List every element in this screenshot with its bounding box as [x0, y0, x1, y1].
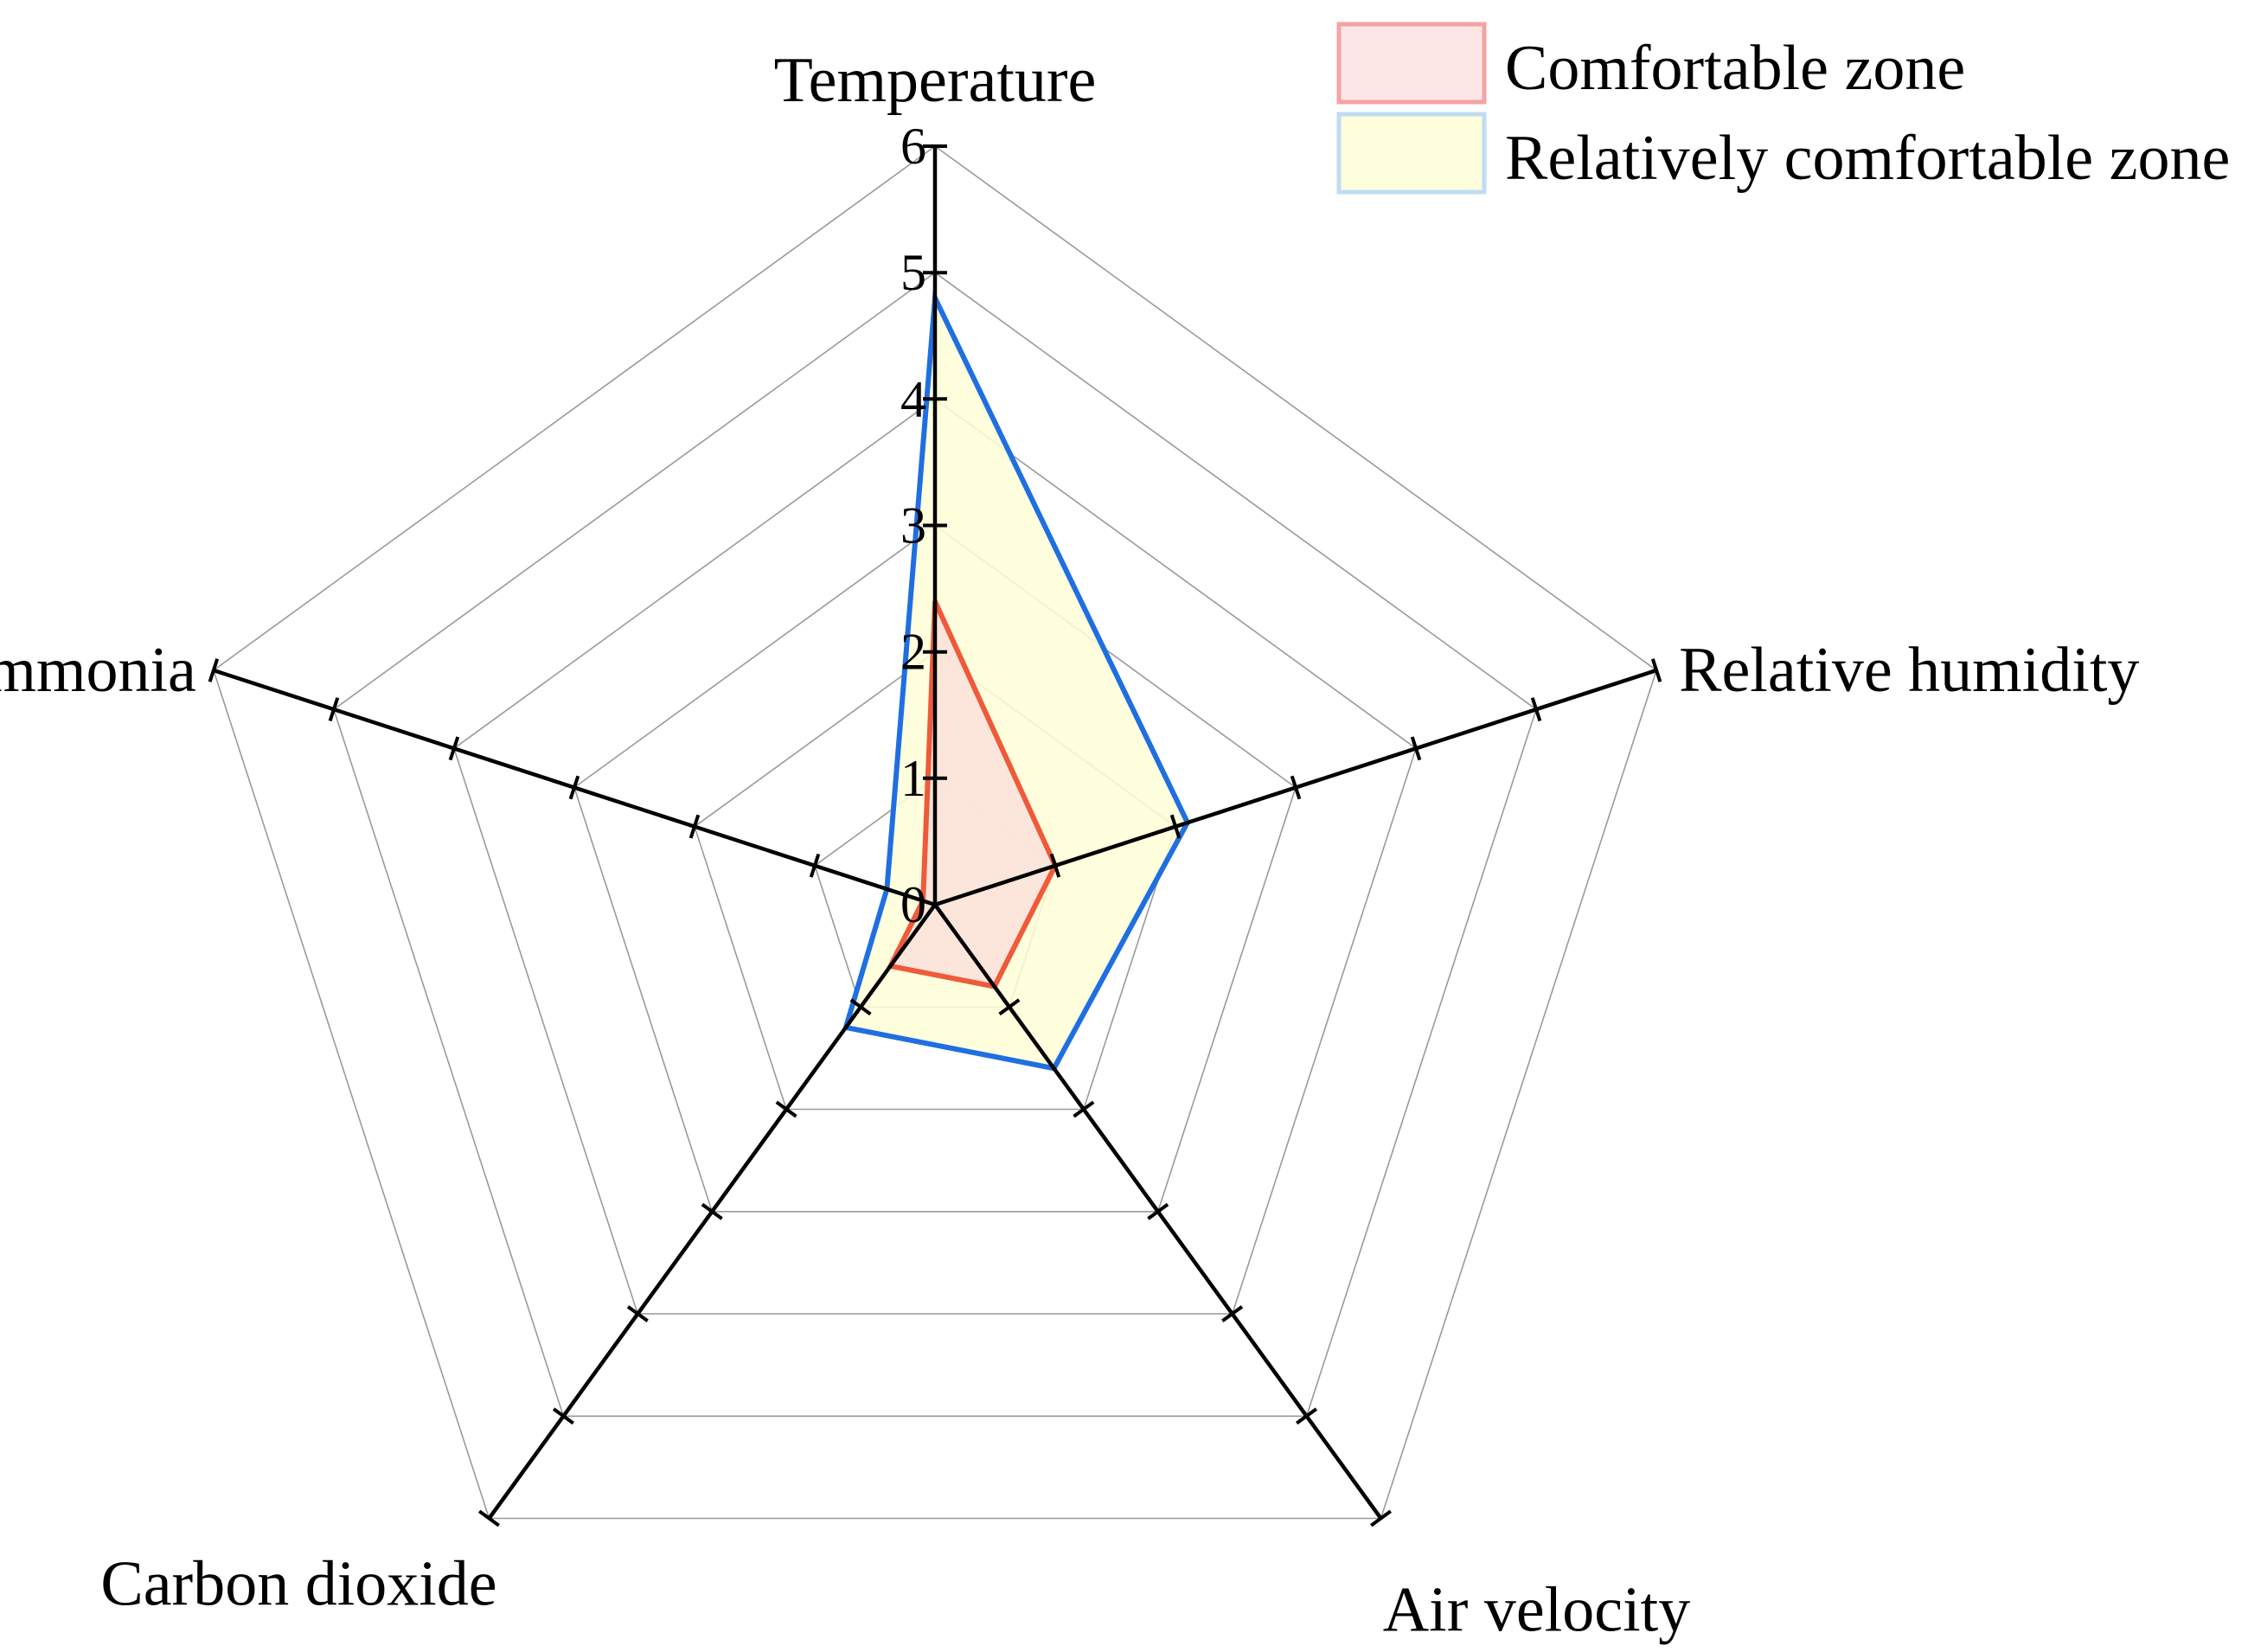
series-layer	[842, 288, 1191, 1072]
legend-swatch-comfortable-zone	[1336, 22, 1487, 105]
legend-item-relatively-comfortable-zone: Relatively comfortable zone	[1336, 112, 2230, 195]
tick-label-1: 1	[900, 750, 926, 807]
axis-tick-ammonia-5	[328, 697, 340, 722]
tick-label-5: 5	[900, 244, 926, 301]
legend-label-relatively-comfortable-zone: Relatively comfortable zone	[1505, 123, 2230, 194]
axis-tick-carbon-dioxide-1	[849, 998, 872, 1016]
axis-tick-ammonia-1	[809, 853, 821, 878]
legend-swatch-relatively-comfortable-zone	[1336, 112, 1487, 195]
axis-tick-carbon-dioxide-3	[701, 1202, 723, 1220]
axis-label-carbon-dioxide: Carbon dioxide	[100, 1549, 496, 1620]
legend: Comfortable zone Relatively comfortable …	[1336, 22, 2230, 195]
axis-tick-carbon-dioxide-6	[478, 1509, 500, 1527]
axis-tick-ammonia-4	[448, 736, 460, 761]
axis-tick-relative-humidity-1	[1049, 853, 1061, 878]
axis-layer	[208, 144, 1662, 1527]
axis-tick-relative-humidity-2	[1169, 814, 1182, 839]
axis-tick-air-velocity-3	[1147, 1202, 1169, 1220]
axis-label-air-velocity: Air velocity	[1383, 1575, 1691, 1646]
axis-tick-air-velocity-5	[1296, 1407, 1318, 1425]
tick-label-6: 6	[900, 118, 926, 175]
label-layer: Temperature Relative humidity Air velocity…	[0, 45, 2139, 1646]
axis-tick-carbon-dioxide-4	[626, 1305, 649, 1322]
axis-tick-air-velocity-6	[1370, 1509, 1392, 1527]
legend-item-comfortable-zone: Comfortable zone	[1336, 22, 1965, 105]
tick-label-2: 2	[900, 624, 926, 681]
axis-tick-air-velocity-2	[1073, 1100, 1095, 1118]
axis-tick-relative-humidity-4	[1410, 736, 1422, 761]
axis-tick-air-velocity-4	[1221, 1305, 1244, 1322]
axis-tick-ammonia-2	[688, 814, 701, 839]
tick-layer: 0 1 2 3 4 5 6	[900, 118, 926, 933]
axis-tick-air-velocity-1	[998, 998, 1021, 1016]
grid-ring-5	[332, 272, 1538, 1418]
axis-tick-ammonia-3	[568, 775, 580, 800]
axis-tick-ammonia-6	[208, 658, 220, 682]
axis-tick-relative-humidity-6	[1650, 658, 1662, 682]
tick-label-3: 3	[900, 497, 926, 554]
axis-tick-relative-humidity-3	[1290, 775, 1302, 800]
axis-label-ammonia: Ammonia	[0, 635, 196, 706]
grid-ring-3	[573, 524, 1297, 1213]
axis-label-temperature: Temperature	[774, 45, 1097, 116]
legend-label-comfortable-zone: Comfortable zone	[1505, 33, 1965, 104]
grid-ring-6	[212, 145, 1658, 1520]
tick-label-4: 4	[900, 370, 926, 427]
grid-ring-4	[452, 398, 1418, 1315]
series-comfortable-zone	[887, 599, 1059, 989]
axis-tick-carbon-dioxide-2	[775, 1100, 797, 1118]
axis-label-relative-humidity: Relative humidity	[1679, 635, 2139, 706]
axis-tick-carbon-dioxide-5	[552, 1407, 574, 1425]
tick-label-0: 0	[900, 876, 926, 933]
axis-tick-relative-humidity-5	[1530, 697, 1542, 722]
